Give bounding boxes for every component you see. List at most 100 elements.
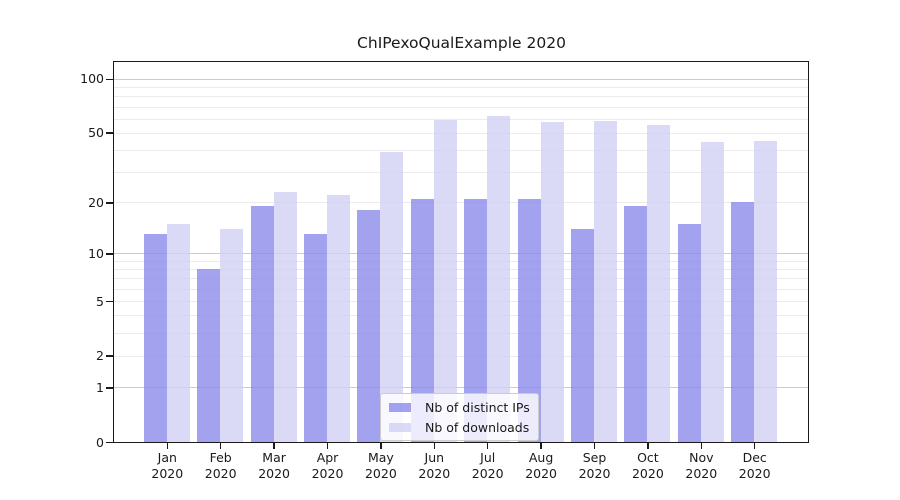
x-tick-year: 2020 [151,466,184,481]
x-tick-year: 2020 [685,466,718,481]
bar-feb-distinct-ips [197,269,221,442]
bar-aug-distinct-ips [517,198,541,442]
x-tick-label-feb: Feb 2020 [189,450,253,482]
x-tick-mark-oct [647,442,649,449]
bar-dec-downloads [754,140,778,442]
legend-row-downloads: Nb of downloads [381,419,538,436]
x-tick-month: Apr [316,450,339,465]
bar-oct-downloads [647,125,671,442]
y-tick-mark-1 [106,387,113,389]
bar-may-downloads [380,151,404,442]
legend-row-distinct-ips: Nb of distinct IPs [381,399,538,416]
bar-jun-distinct-ips [410,198,434,442]
major-gridline-1 [114,387,808,389]
y-tick-label-10: 10 [88,245,104,261]
x-tick-year: 2020 [364,466,397,481]
x-tick-mark-aug [540,442,542,449]
bar-jun-downloads [433,119,457,442]
y-tick-label-1: 1 [96,379,104,395]
x-tick-month: Jun [424,450,445,465]
x-tick-label-jan: Jan 2020 [135,450,199,482]
legend-label: Nb of downloads [425,419,530,435]
x-tick-mark-dec [753,442,756,449]
x-tick-mark-mar [273,442,275,449]
legend-swatch-downloads [389,422,411,432]
y-tick-mark-5 [106,300,113,303]
y-tick-mark-10 [106,253,113,255]
x-tick-label-jul: Jul 2020 [456,450,520,482]
x-tick-mark-sep [593,442,596,449]
x-tick-label-sep: Sep 2020 [563,450,627,482]
bar-oct-distinct-ips [624,206,648,442]
x-tick-label-oct: Oct 2020 [616,450,680,482]
major-gridline-10 [114,253,808,255]
y-tick-mark-100 [106,78,113,80]
y-tick-label-5: 5 [96,293,104,309]
y-tick-mark-2 [106,355,113,357]
minor-gridline-60 [114,118,808,120]
bar-nov-downloads [700,142,724,442]
bar-may-distinct-ips [357,210,381,442]
x-tick-year: 2020 [631,466,664,481]
bar-apr-downloads [327,195,350,442]
minor-gridline-4 [114,315,808,317]
x-tick-label-aug: Aug 2020 [509,450,573,482]
minor-gridline-8 [114,269,808,271]
bar-jul-downloads [487,115,511,442]
minor-gridline-90 [114,87,808,88]
x-tick-mark-jul [486,442,489,449]
x-tick-month: May [367,450,394,465]
x-tick-mark-apr [326,442,329,449]
x-tick-mark-nov [700,442,702,449]
x-tick-month: Dec [742,450,767,465]
x-tick-month: Aug [528,450,554,465]
y-tick-mark-20 [106,202,113,204]
minor-gridline-80 [114,96,808,98]
minor-gridline-40 [114,149,808,151]
minor-gridline-5 [114,301,808,302]
y-tick-label-100: 100 [80,71,104,87]
major-gridline-100 [114,78,808,80]
bar-mar-downloads [273,191,297,442]
x-tick-month: Jul [480,450,496,465]
y-tick-label-0: 0 [96,434,104,450]
x-tick-label-apr: Apr 2020 [296,450,360,482]
minor-gridline-50 [114,132,808,134]
x-tick-label-may: May 2020 [349,450,413,482]
legend-swatch-distinct-ips [389,402,411,412]
y-tick-label-50: 50 [88,125,104,141]
x-tick-year: 2020 [204,466,237,481]
minor-gridline-20 [114,202,808,204]
x-tick-month: Sep [582,450,607,465]
x-tick-label-jun: Jun 2020 [402,450,466,482]
plot-area: Nb of distinct IPs Nb of downloads [113,61,809,443]
y-tick-label-20: 20 [88,194,104,210]
bar-jan-distinct-ips [143,234,167,442]
minor-gridline-3 [114,332,808,334]
minor-gridline-2 [114,355,808,357]
x-tick-year: 2020 [525,466,557,481]
x-tick-label-dec: Dec 2020 [723,450,787,482]
minor-gridline-7 [114,278,808,280]
bar-sep-distinct-ips [571,228,594,442]
minor-gridline-30 [114,171,808,173]
chart-title: ChIPexoQualExample 2020 [357,34,566,52]
x-tick-month: Jan [157,450,177,465]
bar-nov-distinct-ips [677,223,701,442]
minor-gridline-9 [114,260,808,262]
x-tick-mark-may [380,442,382,449]
y-tick-mark-50 [106,132,113,134]
legend: Nb of distinct IPs Nb of downloads [380,393,539,441]
x-tick-year: 2020 [258,466,290,481]
x-tick-label-nov: Nov 2020 [669,450,733,482]
x-tick-year: 2020 [311,466,344,481]
x-tick-month: Nov [689,450,714,465]
bar-mar-distinct-ips [250,206,274,442]
x-tick-mark-feb [219,442,222,449]
bar-dec-distinct-ips [731,202,755,442]
x-tick-mark-jan [166,442,169,449]
x-tick-year: 2020 [738,466,771,481]
x-tick-year: 2020 [471,466,504,481]
bar-sep-downloads [594,121,617,442]
